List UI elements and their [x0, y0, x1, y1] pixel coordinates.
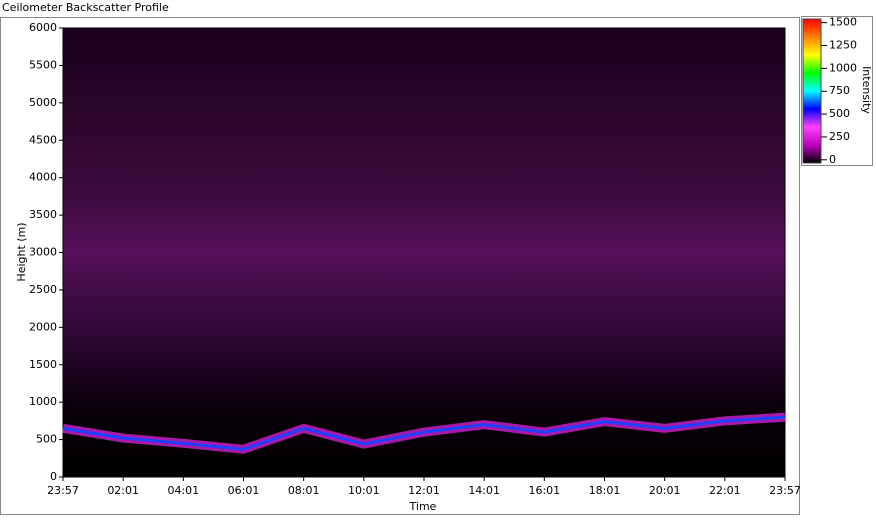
colorbar-label: Intensity	[860, 66, 873, 114]
y-tick-label: 6000	[29, 21, 57, 34]
x-tick-label: 02:01	[107, 484, 139, 497]
y-tick-label: 3000	[29, 246, 57, 259]
y-tick-label: 1000	[29, 395, 57, 408]
x-tick-label: 06:01	[228, 484, 260, 497]
x-tick-label: 18:01	[589, 484, 621, 497]
x-tick-label: 14:01	[468, 484, 500, 497]
layer-line	[62, 415, 786, 451]
x-axis-label: Time	[409, 500, 437, 513]
colorbar-tick-label: 750	[829, 84, 850, 97]
y-tick-label: 4000	[29, 171, 57, 184]
plot-border	[62, 27, 786, 478]
colorbar	[802, 18, 822, 164]
y-tick-label: 4500	[29, 133, 57, 146]
colorbar-tick-label: 1000	[829, 61, 857, 74]
y-tick-label: 500	[36, 433, 57, 446]
colorbar-tick-label: 1250	[829, 39, 857, 52]
x-tick-label: 08:01	[288, 484, 320, 497]
y-axis-label: Height (m)	[15, 222, 28, 281]
x-tick-label: 23:57	[47, 484, 79, 497]
colorbar-tick-label: 250	[829, 130, 850, 143]
y-tick-label: 3500	[29, 208, 57, 221]
y-tick-label: 5000	[29, 96, 57, 109]
colorbar-tick-label: 1500	[829, 16, 857, 29]
y-tick-label: 2500	[29, 283, 57, 296]
y-tick-label: 1500	[29, 358, 57, 371]
x-tick-label: 22:01	[709, 484, 741, 497]
y-tick-label: 0	[50, 470, 57, 483]
colorbar-tick-label: 0	[829, 153, 836, 166]
x-tick-label: 20:01	[649, 484, 681, 497]
x-tick-label: 23:57	[769, 484, 801, 497]
x-tick-label: 12:01	[408, 484, 440, 497]
y-tick-label: 2000	[29, 320, 57, 333]
y-tick-label: 5500	[29, 58, 57, 71]
heatmap-background	[63, 28, 785, 477]
colorbar-tick-label: 500	[829, 107, 850, 120]
x-tick-label: 16:01	[528, 484, 560, 497]
x-tick-label: 10:01	[348, 484, 380, 497]
x-tick-label: 04:01	[167, 484, 199, 497]
chart-title: Ceilometer Backscatter Profile	[2, 1, 169, 14]
